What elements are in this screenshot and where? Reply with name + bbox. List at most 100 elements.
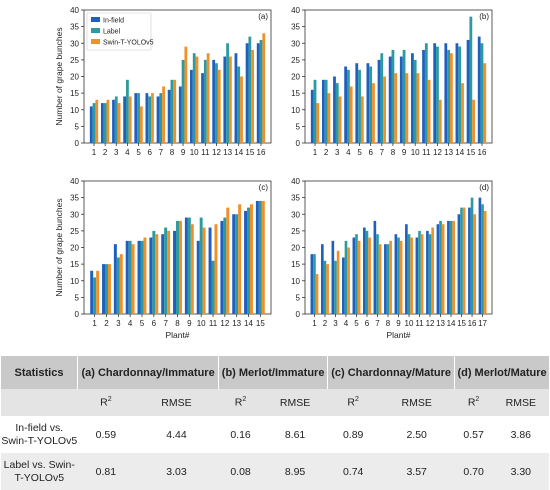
bar [447, 220, 450, 314]
bar [449, 53, 453, 143]
bar [211, 260, 215, 314]
y-tick-label: 0 [296, 139, 301, 148]
bar [333, 76, 336, 143]
bar [397, 237, 400, 314]
bar [117, 103, 121, 143]
bar [389, 240, 392, 314]
bar [214, 224, 218, 314]
bar [223, 217, 227, 314]
bar [376, 234, 379, 314]
bar [428, 234, 432, 314]
bar [415, 237, 419, 314]
y-tick-label: 10 [70, 277, 79, 286]
bar [125, 240, 129, 314]
x-tick-label: 16 [478, 148, 487, 157]
y-tick-label: 35 [291, 23, 300, 32]
bar [444, 43, 448, 143]
metric-rmse: RMSE [262, 389, 328, 416]
bar [237, 66, 241, 143]
bar [405, 73, 409, 143]
x-tick-label: 9 [187, 319, 192, 328]
bar [262, 33, 266, 143]
legend-label: Swin-T-YOLOv5 [103, 40, 154, 47]
bar [173, 230, 177, 314]
bar [455, 43, 459, 143]
y-tick-label: 40 [291, 177, 300, 186]
y-tick-label: 5 [296, 293, 301, 302]
bar [206, 53, 210, 143]
x-tick-label: 12 [433, 148, 442, 157]
bar [399, 240, 403, 314]
table-header-row: Statistics (a) Chardonnay/Immature (b) M… [1, 356, 549, 389]
group-header-d: (d) Merlot/Mature [454, 356, 549, 389]
y-tick-label: 25 [291, 56, 300, 65]
bar [93, 277, 97, 314]
bar [355, 234, 358, 314]
bar [373, 220, 377, 314]
x-tick-label: 16 [468, 319, 477, 328]
bar [256, 43, 260, 143]
y-tick-label: 30 [70, 39, 79, 48]
bar [315, 274, 319, 314]
bar [102, 264, 106, 314]
bar [107, 264, 111, 314]
x-tick-label: 4 [346, 148, 351, 157]
x-tick-label: 4 [344, 319, 349, 328]
bar [457, 214, 461, 314]
bar [313, 79, 317, 143]
bar [349, 86, 353, 143]
bar [449, 220, 453, 314]
bar [178, 220, 182, 314]
bar [336, 250, 340, 314]
bar [360, 96, 364, 143]
metric-r2: R2 [454, 389, 493, 416]
bar [203, 59, 207, 143]
bar [114, 96, 118, 143]
bar [483, 210, 487, 314]
x-tick-label: 7 [159, 148, 164, 157]
bar [134, 93, 138, 143]
bar [159, 93, 163, 143]
legend-label: In-field [103, 18, 124, 25]
bar [458, 46, 462, 144]
table-cell: 3.30 [492, 453, 549, 490]
bar [472, 99, 476, 143]
bar [452, 220, 455, 314]
x-tick-label: 14 [244, 319, 253, 328]
bar [369, 66, 373, 143]
bar [89, 106, 93, 143]
bar [208, 227, 212, 314]
bar [137, 93, 140, 143]
x-tick-label: 5 [140, 319, 145, 328]
bar [226, 207, 230, 314]
bar [438, 99, 442, 143]
group-header-a: (a) Chardonnay/Immature [76, 356, 219, 389]
metric-r2: R2 [77, 389, 135, 416]
bar [235, 214, 239, 314]
bar [181, 59, 185, 143]
y-tick-label: 35 [291, 194, 300, 203]
x-tick-label: 1 [92, 148, 97, 157]
x-tick-label: 6 [368, 148, 373, 157]
bar [92, 103, 96, 143]
bar [123, 96, 127, 143]
bar [405, 224, 408, 314]
bar [355, 63, 359, 144]
bar [238, 204, 242, 314]
bar [190, 69, 193, 143]
y-axis-label: Number of grape bunches [54, 27, 64, 125]
bar [394, 234, 398, 314]
bar [358, 69, 361, 143]
bar [436, 224, 440, 314]
bar [411, 53, 414, 143]
bar [399, 56, 403, 143]
statistics-header: Statistics [1, 356, 78, 389]
y-tick-label: 40 [70, 177, 79, 186]
bar [363, 227, 366, 314]
bar [155, 234, 159, 314]
x-axis-label: Plant# [165, 330, 189, 340]
bar [164, 227, 168, 314]
x-tick-label: 10 [411, 148, 420, 157]
bar [128, 96, 132, 143]
